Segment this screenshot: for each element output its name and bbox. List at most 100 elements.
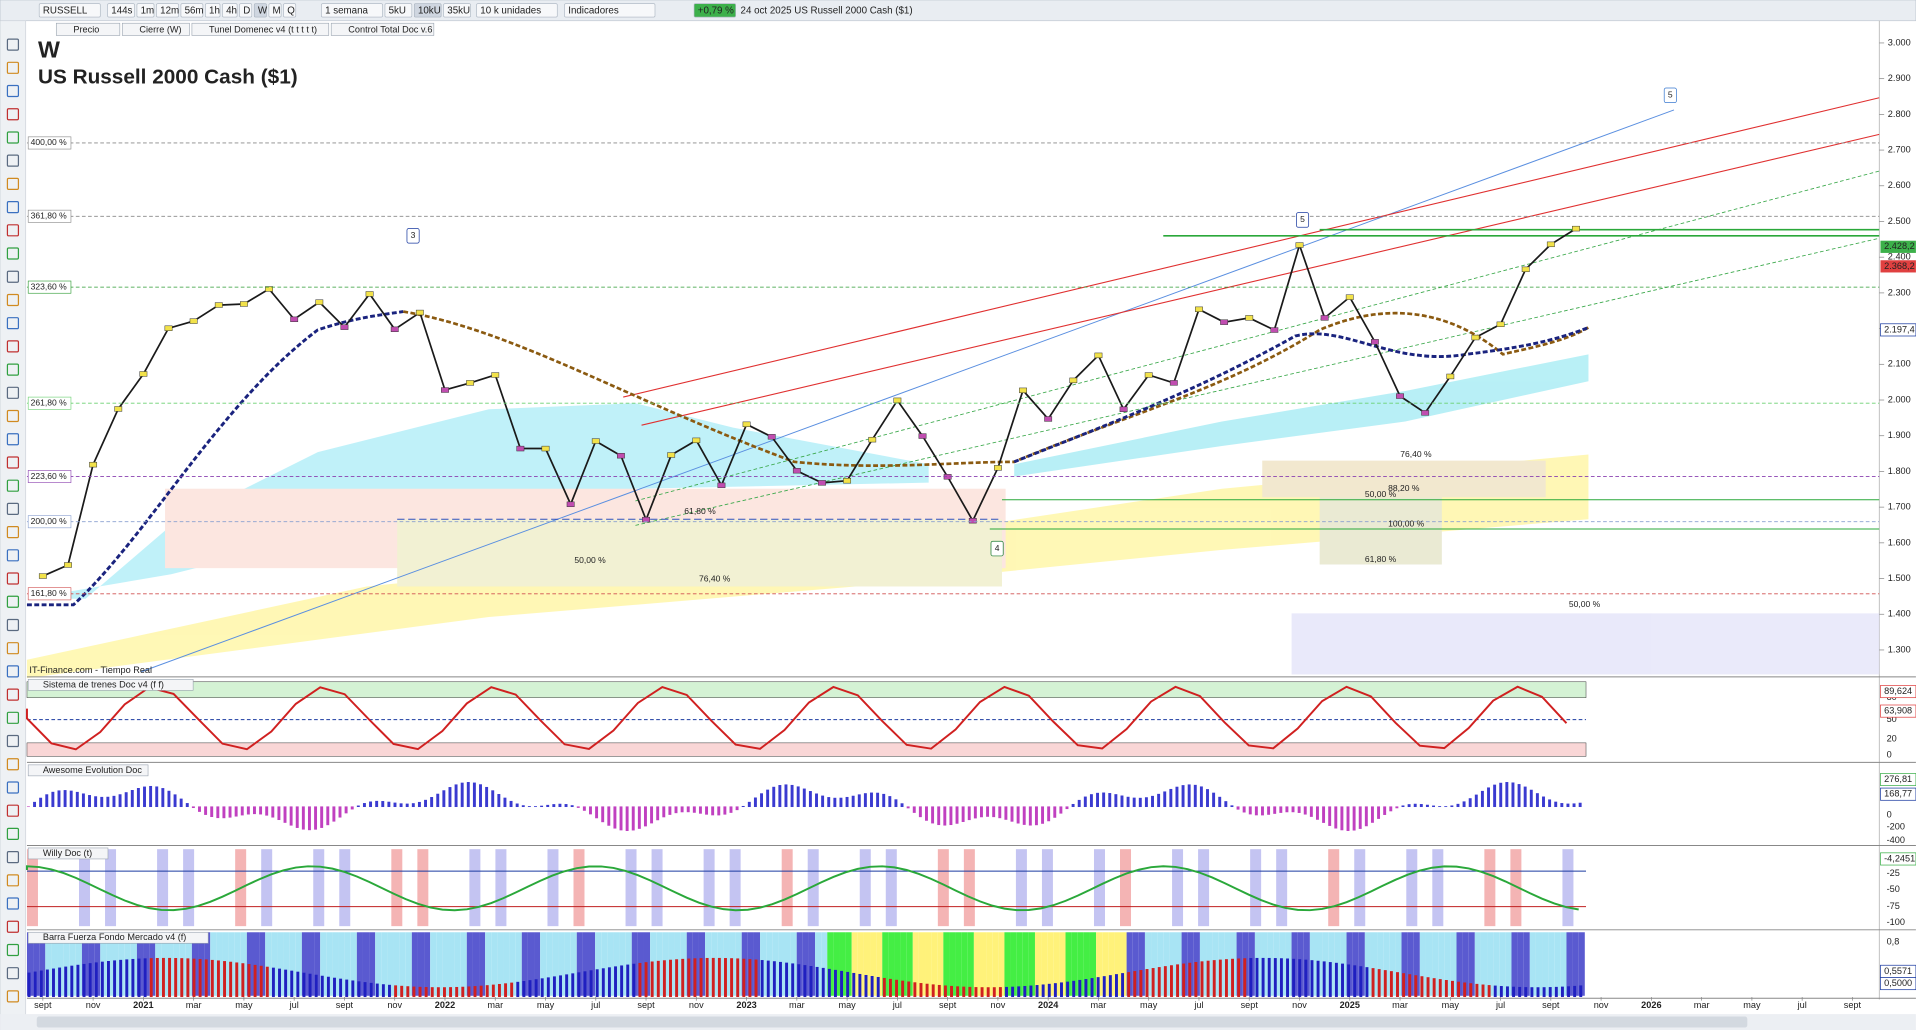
panel-title: Willy Doc (t) — [43, 848, 92, 858]
y-tick-label: 1.900 — [1888, 430, 1911, 440]
zone-stripe — [391, 849, 403, 927]
tool-icon[interactable] — [6, 177, 20, 190]
histogram-bar — [1340, 806, 1344, 831]
tool-icon[interactable] — [6, 502, 20, 515]
tool-icon[interactable] — [6, 247, 20, 260]
price-badge — [1880, 240, 1916, 253]
tool-icon[interactable] — [6, 967, 20, 980]
tool-icon[interactable] — [6, 827, 20, 841]
tool-icon[interactable] — [6, 688, 20, 701]
panel-axis-label: 50 — [1887, 714, 1897, 724]
tool-icon[interactable] — [6, 38, 20, 51]
tool-icon[interactable] — [6, 711, 20, 724]
histogram-bar — [124, 792, 128, 808]
tool-icon[interactable] — [6, 874, 20, 887]
tool-icon[interactable] — [6, 734, 20, 748]
histogram-bar — [332, 806, 336, 822]
tool-icon[interactable] — [6, 61, 20, 74]
price-bar — [491, 372, 500, 378]
price-bar — [139, 371, 148, 377]
bg-strip — [986, 932, 993, 996]
tool-icon[interactable] — [6, 525, 20, 539]
histogram-bar — [1450, 805, 1454, 808]
tool-icon[interactable] — [6, 224, 20, 237]
price-bar — [617, 453, 625, 459]
panel-axis-label: -50 — [1887, 884, 1900, 894]
tool-icon[interactable] — [6, 131, 20, 144]
tool-icon[interactable] — [6, 595, 20, 608]
panel-title: Sistema de trenes Doc v4 (f f) — [43, 679, 164, 689]
tool-icon[interactable] — [6, 642, 20, 655]
strength-bar — [1011, 986, 1015, 998]
tool-icon[interactable] — [6, 479, 20, 492]
fib-annotation: 50,00 % — [1365, 489, 1397, 499]
tool-icon[interactable] — [6, 200, 20, 214]
interval: 1m — [141, 6, 155, 17]
strength-bar — [901, 980, 905, 998]
strength-bar — [1279, 958, 1283, 998]
tool-icon[interactable] — [6, 270, 20, 283]
tool-icon[interactable] — [6, 433, 20, 446]
tool-icon[interactable] — [6, 317, 20, 330]
tool-icon[interactable] — [6, 549, 20, 562]
bg-strip — [1370, 932, 1378, 996]
tool-icon[interactable] — [6, 386, 20, 399]
tool-icon[interactable] — [6, 804, 20, 817]
tool-icon[interactable] — [6, 665, 20, 678]
tool-icon[interactable] — [6, 572, 20, 585]
strength-bar — [1218, 959, 1222, 998]
bg-strip — [564, 932, 571, 996]
histogram-bar — [320, 806, 324, 828]
tool-icon[interactable] — [6, 340, 20, 353]
histogram-bar — [589, 806, 592, 815]
bg-strip — [295, 932, 302, 996]
histogram-bar — [1413, 803, 1417, 808]
strength-bar — [265, 966, 269, 998]
tool-icon[interactable] — [6, 851, 20, 864]
tool-icon[interactable] — [6, 897, 20, 910]
tool-icon[interactable] — [6, 943, 20, 957]
tool-icon[interactable] — [6, 758, 20, 771]
zone-stripe — [261, 849, 273, 927]
strength-bar — [656, 960, 660, 998]
tool-icon[interactable] — [6, 920, 20, 933]
tool-icon[interactable] — [6, 456, 20, 469]
strength-bar — [1023, 985, 1027, 998]
bg-strip — [576, 932, 583, 996]
tool-icon[interactable] — [6, 363, 20, 376]
tool-icon[interactable] — [6, 293, 20, 307]
bg-strip — [1444, 932, 1451, 996]
price-bar — [1471, 334, 1480, 341]
histogram-bar — [1480, 790, 1484, 808]
tool-icon[interactable] — [6, 154, 20, 167]
histogram-bar — [582, 806, 586, 811]
overlay: Cierre (W) — [139, 24, 181, 34]
tool-icon[interactable] — [6, 618, 20, 632]
strength-bar — [546, 977, 550, 998]
histogram-bar — [485, 786, 489, 808]
histogram-bar — [540, 805, 544, 808]
bg-strip — [882, 932, 889, 996]
tool-icon[interactable] — [6, 990, 20, 1003]
y-tick-label: 2.300 — [1888, 287, 1911, 297]
strength-bar — [1432, 978, 1436, 998]
bg-strip — [1157, 932, 1164, 996]
strength-bar — [1127, 972, 1131, 998]
tool-icon[interactable] — [6, 84, 20, 98]
histogram-bar — [949, 806, 953, 826]
x-tick-label: may — [1442, 1000, 1460, 1010]
bg-strip — [1053, 932, 1060, 996]
bg-strip — [1102, 932, 1109, 996]
strength-bar — [52, 968, 55, 998]
price-badge-text: 2.428,2 — [1884, 241, 1915, 251]
scroll-thumb[interactable] — [36, 1016, 1748, 1028]
fib-label: 361,80 % — [31, 211, 68, 221]
histogram-bar — [986, 806, 990, 817]
tool-icon[interactable] — [6, 409, 20, 423]
price-bar — [893, 397, 902, 404]
tool-icon[interactable] — [6, 781, 20, 794]
tool-icon[interactable] — [6, 108, 20, 121]
bg-strip — [39, 932, 46, 996]
price-badge — [1880, 260, 1916, 273]
bg-strip — [955, 932, 962, 996]
